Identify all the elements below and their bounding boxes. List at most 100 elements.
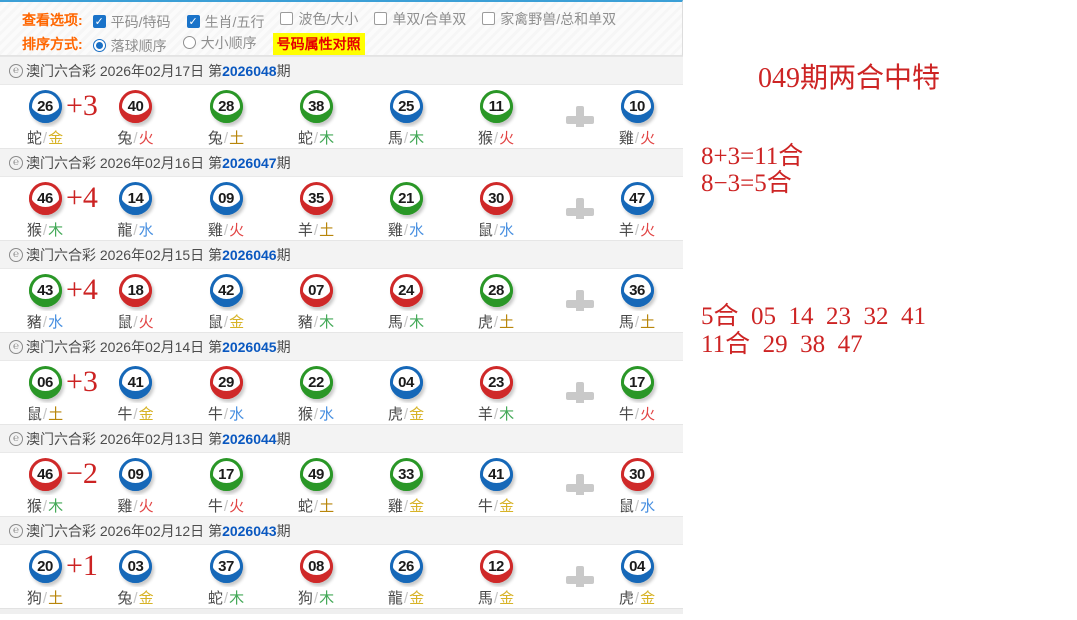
checkbox-checked-icon[interactable]: ✓ — [186, 15, 200, 28]
zodiac-char: 狗 — [26, 590, 42, 607]
zodiac-element-label: 鼠 / 水 — [619, 495, 655, 516]
view-option-item[interactable]: ✓ 平码/特码 — [92, 12, 171, 32]
draw-title: 澳门六合彩 2026年02月13日 第2026044期 — [26, 429, 291, 449]
element-char: 土 — [499, 314, 515, 331]
slash-separator: / — [634, 222, 640, 239]
ball-number: 18 — [127, 281, 144, 299]
lottery-ball: 26 — [389, 549, 423, 583]
zodiac-char: 牛 — [207, 498, 223, 515]
slash-separator: / — [634, 590, 640, 607]
slash-separator: / — [133, 130, 138, 147]
element-char: 火 — [229, 222, 245, 239]
element-char: 金 — [409, 406, 425, 423]
slash-separator: / — [313, 130, 319, 147]
zodiac-element-label: 龍 / 水 — [117, 219, 153, 240]
sort-option-item[interactable]: 落球顺序 — [92, 36, 167, 56]
offset-annotation: +4 — [66, 181, 98, 214]
sort-option-item[interactable]: 大小顺序 — [182, 33, 257, 53]
ball-row: 46 14 09 35 21 30 47 +4 — [0, 177, 683, 219]
zodiac-element-label: 鼠 / 水 — [478, 219, 514, 240]
slash-separator: / — [223, 314, 229, 331]
checkbox-unchecked-icon[interactable] — [374, 12, 388, 25]
zodiac-char: 馬 — [618, 314, 634, 331]
draw-date: 2026年02月12日 — [99, 522, 209, 539]
lottery-logo-icon: ℮ — [9, 523, 23, 538]
zodiac-char: 雞 — [387, 498, 403, 515]
slash-separator: / — [493, 406, 499, 423]
zodiac-element-label: 兔 / 金 — [117, 587, 153, 608]
issue-suffix: 期 — [276, 338, 291, 355]
zodiac-element-label: 馬 / 木 — [388, 311, 424, 332]
checkbox-checked-icon[interactable]: ✓ — [92, 15, 106, 28]
zodiac-char: 馬 — [477, 590, 493, 607]
zodiac-element-label: 虎 / 金 — [388, 403, 424, 424]
zodiac-char: 馬 — [387, 314, 403, 331]
element-char: 水 — [48, 314, 64, 331]
ball-cell: 35 — [299, 181, 333, 215]
ball-number: 21 — [398, 189, 414, 207]
ball-cell: 08 — [299, 549, 333, 583]
slash-separator: / — [403, 130, 409, 147]
checkbox-unchecked-icon[interactable] — [280, 12, 294, 25]
ball-cell: 21 — [389, 181, 423, 215]
slash-separator: / — [313, 222, 319, 239]
zodiac-element-label: 雞 / 金 — [388, 495, 424, 516]
lottery-ball: 21 — [389, 181, 423, 215]
lottery-ball: 29 — [209, 365, 243, 399]
slash-separator: / — [493, 130, 499, 147]
ball-cell: 23 — [479, 365, 513, 399]
view-option-label: 单双/合单双 — [392, 10, 467, 27]
zodiac-char: 猴 — [297, 406, 313, 423]
view-options-label: 查看选项: — [22, 12, 83, 28]
issue-prefix: 第 — [208, 430, 223, 447]
element-char: 土 — [48, 406, 64, 423]
draw-header: ℮ 澳门六合彩 2026年02月17日 第2026048期 — [0, 56, 683, 85]
ball-number: 49 — [308, 465, 324, 483]
slash-separator: / — [313, 498, 319, 515]
view-option-item[interactable]: 波色/大小 — [280, 9, 358, 29]
ball-cell: 46 — [28, 181, 62, 215]
lottery-ball: 26 — [28, 89, 62, 123]
checkbox-unchecked-icon[interactable] — [482, 12, 496, 25]
slash-separator: / — [223, 406, 229, 423]
number-attribute-compare-button[interactable]: 号码属性对照 — [272, 33, 365, 55]
slash-separator: / — [634, 130, 640, 147]
lottery-logo-icon: ℮ — [9, 155, 23, 170]
element-char: 水 — [138, 222, 154, 239]
view-option-item[interactable]: ✓ 生肖/五行 — [186, 12, 264, 32]
ball-number: 40 — [127, 97, 144, 115]
zodiac-char: 豬 — [26, 314, 42, 331]
ball-cell: 18 — [119, 273, 152, 307]
lottery-logo-icon: ℮ — [9, 339, 23, 354]
issue-prefix: 第 — [208, 338, 223, 355]
offset-annotation: +3 — [66, 365, 98, 398]
element-char: 火 — [138, 130, 154, 147]
element-char: 金 — [499, 590, 515, 607]
zodiac-char: 牛 — [207, 406, 223, 423]
zodiac-element-label: 雞 / 火 — [208, 219, 244, 240]
lottery-ball: 30 — [479, 181, 513, 215]
ball-number: 17 — [218, 465, 234, 483]
ball-number: 04 — [629, 557, 645, 575]
radio-selected-icon[interactable] — [92, 39, 106, 52]
slash-separator: / — [634, 498, 640, 515]
view-option-item[interactable]: 家禽野兽/总和单双 — [482, 9, 616, 29]
lottery-ball: 43 — [28, 273, 62, 307]
zodiac-element-label: 牛 / 火 — [619, 403, 655, 424]
zodiac-element-label: 雞 / 水 — [388, 219, 424, 240]
element-char: 火 — [229, 498, 245, 515]
zodiac-char: 羊 — [297, 222, 313, 239]
view-option-item[interactable]: 单双/合单双 — [374, 9, 466, 29]
element-char: 火 — [640, 406, 656, 423]
draw-date: 2026年02月14日 — [99, 338, 209, 355]
issue-number: 2026044 — [222, 430, 277, 447]
ball-cell: 06 — [28, 365, 62, 399]
ball-row: 06 41 29 22 04 23 17 +3 — [0, 361, 683, 403]
lottery-ball: 22 — [299, 365, 333, 399]
radio-unselected-icon[interactable] — [182, 36, 196, 49]
ball-number: 20 — [37, 557, 53, 575]
lottery-ball: 06 — [28, 365, 62, 399]
lottery-name: 澳门六合彩 — [26, 338, 100, 355]
ball-cell: 47 — [620, 181, 654, 215]
ball-cell: 46 — [28, 457, 62, 491]
